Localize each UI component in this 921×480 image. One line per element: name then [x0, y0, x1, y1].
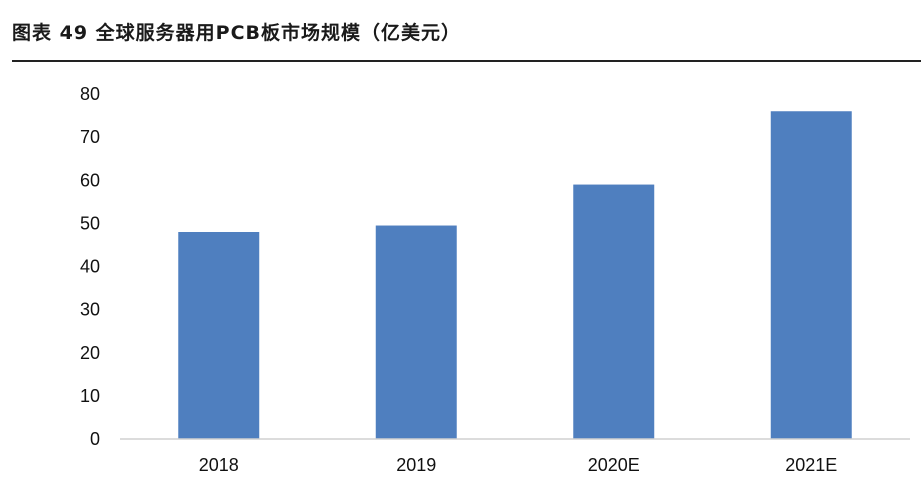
x-tick-label: 2019	[396, 455, 436, 475]
y-tick-label: 70	[80, 127, 100, 147]
bar-2020e	[573, 184, 655, 439]
y-tick-label: 0	[90, 429, 100, 449]
y-tick-label: 10	[80, 386, 100, 406]
bar-2018	[178, 232, 260, 439]
bars	[178, 111, 852, 439]
x-tick-label: 2020E	[588, 455, 640, 475]
x-tick-label: 2018	[199, 455, 239, 475]
y-tick-label: 30	[80, 300, 100, 320]
y-tick-label: 60	[80, 170, 100, 190]
chart-title: 图表 49 全球服务器用PCB板市场规模（亿美元）	[12, 22, 462, 44]
bar-2021e	[770, 111, 852, 439]
y-tick-label: 40	[80, 257, 100, 277]
x-tick-label: 2021E	[785, 455, 837, 475]
bar-2019	[375, 225, 457, 439]
y-axis-ticks: 0 10 20 30 40 50 60 70 80	[80, 84, 100, 449]
title-divider	[12, 60, 921, 62]
y-tick-label: 80	[80, 84, 100, 104]
y-tick-label: 50	[80, 213, 100, 233]
x-axis-ticks: 2018 2019 2020E 2021E	[199, 455, 838, 475]
y-tick-label: 20	[80, 343, 100, 363]
